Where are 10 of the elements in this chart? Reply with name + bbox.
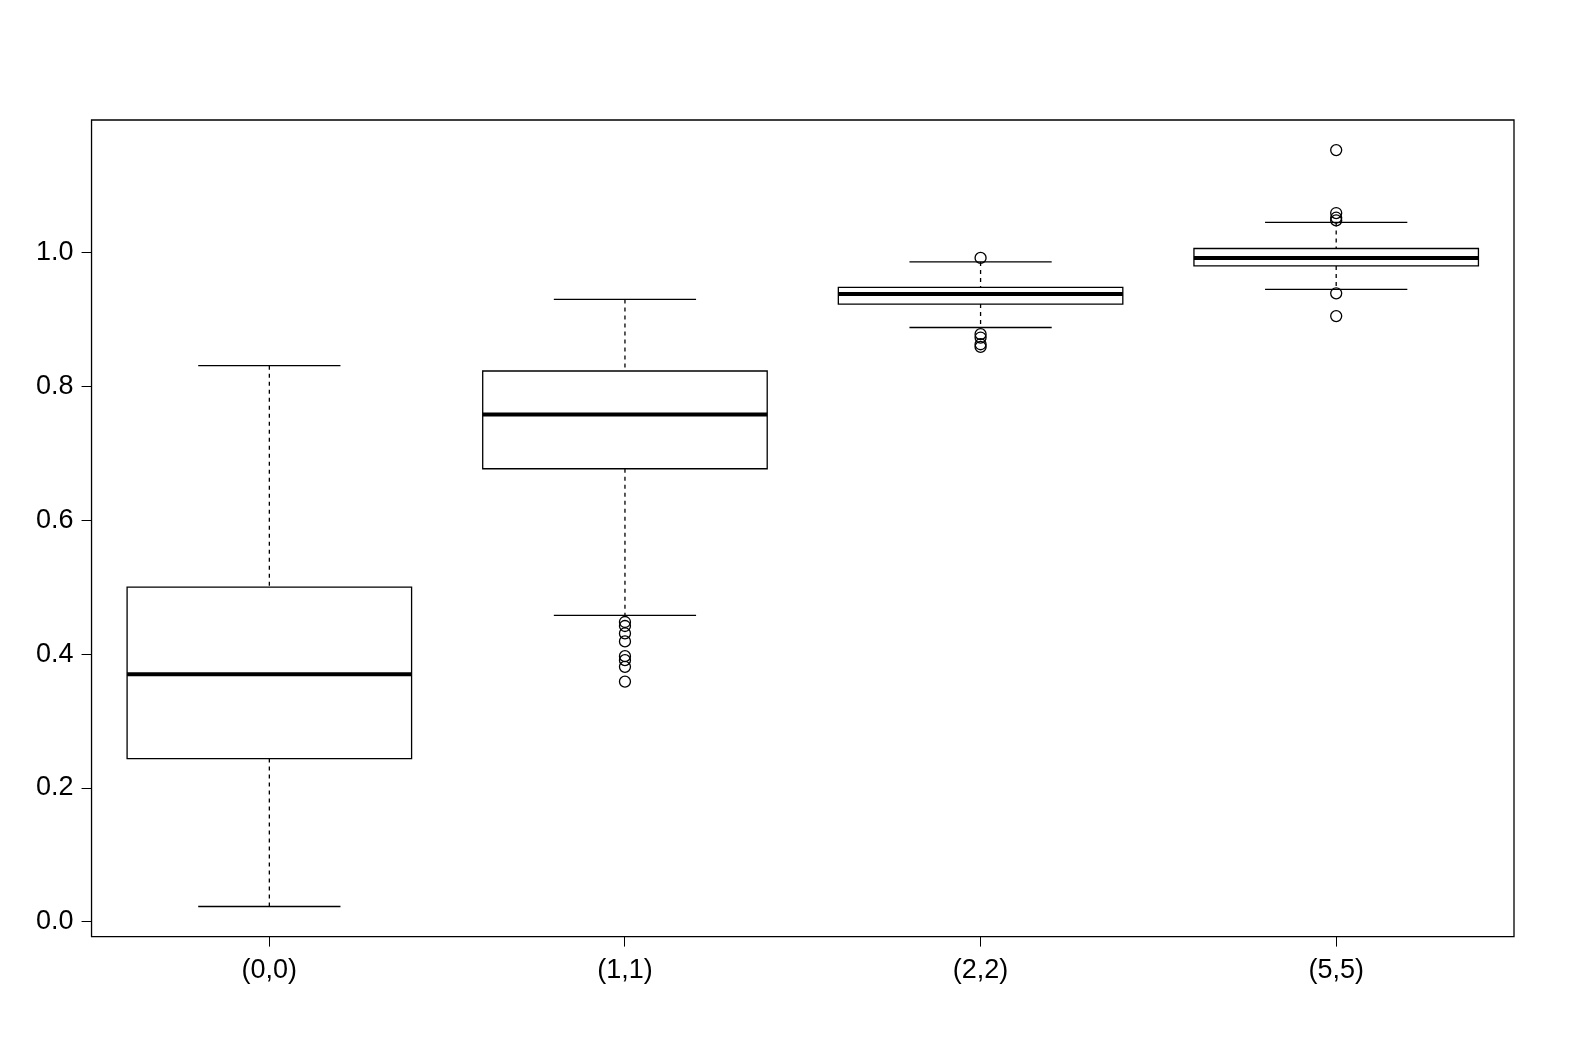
y-tick-label: 1.0 <box>35 235 74 266</box>
x-tick-label: (5,5) <box>1308 954 1364 985</box>
y-tick-label: 0.0 <box>35 905 74 936</box>
x-tick-label: (0,0) <box>241 954 298 985</box>
x-tick-label: (2,2) <box>952 954 1009 985</box>
y-tick-label: 0.6 <box>35 503 74 534</box>
y-tick-label: 0.8 <box>35 369 74 400</box>
y-tick-label: 0.2 <box>35 771 74 802</box>
y-tick-label: 0.4 <box>35 637 74 668</box>
x-tick-label: (1,1) <box>597 954 653 985</box>
